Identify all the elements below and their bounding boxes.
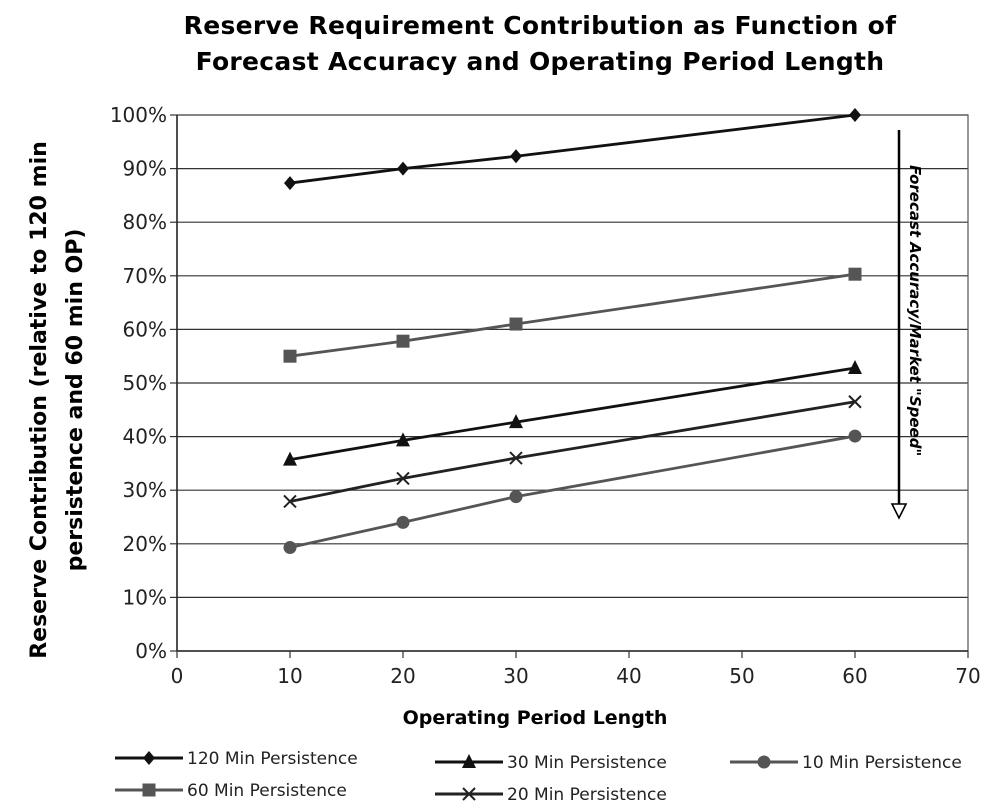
legend-label: 60 Min Persistence <box>187 781 347 801</box>
x-tick-label: 50 <box>729 664 754 688</box>
legend-item: 10 Min Persistence <box>730 753 962 773</box>
x-tick-label: 30 <box>503 664 528 688</box>
x-tick-label: 60 <box>842 664 867 688</box>
y-tick-label: 10% <box>123 585 167 609</box>
x-tick-label: 20 <box>390 664 415 688</box>
data-point <box>848 429 862 443</box>
legend-label: 30 Min Persistence <box>507 753 667 773</box>
legend-marker <box>142 783 156 797</box>
data-point <box>509 451 523 465</box>
arrow-head <box>890 503 908 520</box>
y-tick-label: 60% <box>123 317 167 341</box>
series-triangle <box>283 359 862 466</box>
data-point <box>397 161 409 176</box>
legend-item: 30 Min Persistence <box>435 753 667 773</box>
x-tick-label: 40 <box>616 664 641 688</box>
y-tick-label: 20% <box>123 532 167 556</box>
y-tick-label: 70% <box>123 264 167 288</box>
series-diamond <box>284 108 861 191</box>
data-point <box>283 541 297 555</box>
series-square <box>283 267 862 363</box>
series-line <box>289 272 856 358</box>
data-point <box>510 149 522 164</box>
y-tick-label: 100% <box>110 103 167 127</box>
series-circle <box>283 429 862 555</box>
x-tick-labels: 0 10 20 30 40 50 60 70 <box>171 664 981 688</box>
legend-marker <box>757 755 771 769</box>
legend-marker <box>462 787 476 801</box>
y-tick-label: 90% <box>123 157 167 181</box>
y-tick-label: 0% <box>135 639 167 663</box>
data-point <box>849 108 861 122</box>
data-point <box>509 490 523 504</box>
data-point <box>396 432 410 447</box>
data-point <box>848 395 862 409</box>
data-point <box>509 414 523 429</box>
legend: 120 Min Persistence 60 Min Persistence 30 … <box>115 749 962 805</box>
chart-title-line-1: Reserve Requirement Contribution as Func… <box>183 11 897 40</box>
legend-marker <box>143 751 155 765</box>
y-tick-labels: 0% 10% 20% 30% 40% 50% 60% 70% 80% 90% 100% <box>110 103 167 663</box>
x-tick-label: 10 <box>277 664 302 688</box>
series-line <box>289 400 856 503</box>
data-point <box>396 471 410 486</box>
series-line <box>289 366 856 462</box>
chart-title: Reserve Requirement Contribution as Func… <box>90 8 990 80</box>
axes <box>176 114 969 658</box>
legend-label: 20 Min Persistence <box>507 785 667 805</box>
data-point <box>283 451 297 466</box>
data-point <box>509 317 523 331</box>
y-tick-label: 40% <box>123 425 167 449</box>
speed-annotation: Forecast Accuracy/Market "Speed" <box>890 130 924 520</box>
y-tick-label: 30% <box>123 478 167 502</box>
series-x <box>283 395 862 509</box>
annotation-text: Forecast Accuracy/Market "Speed" <box>906 165 924 456</box>
data-point <box>848 267 862 281</box>
plot-series <box>283 108 862 555</box>
legend-item: 120 Min Persistence <box>115 749 358 769</box>
data-point <box>848 359 862 374</box>
data-point <box>283 349 297 363</box>
series-line <box>289 434 856 549</box>
data-point <box>396 515 410 529</box>
legend-label: 10 Min Persistence <box>802 753 962 773</box>
x-axis-label: Operating Period Length <box>403 707 668 729</box>
data-point <box>396 334 410 348</box>
data-point <box>283 494 297 509</box>
chart-title-line-2: Forecast Accuracy and Operating Period L… <box>195 47 885 76</box>
y-tick-label: 50% <box>123 371 167 395</box>
x-tick-label: 70 <box>955 664 980 688</box>
y-tick-label: 80% <box>123 210 167 234</box>
legend-marker <box>462 754 476 768</box>
gridlines <box>170 114 968 652</box>
legend-label: 120 Min Persistence <box>187 749 358 769</box>
x-tick-label: 0 <box>171 664 184 688</box>
legend-item: 60 Min Persistence <box>115 781 347 801</box>
legend-item: 20 Min Persistence <box>435 785 667 805</box>
data-point <box>284 176 296 191</box>
series-line <box>289 113 856 185</box>
